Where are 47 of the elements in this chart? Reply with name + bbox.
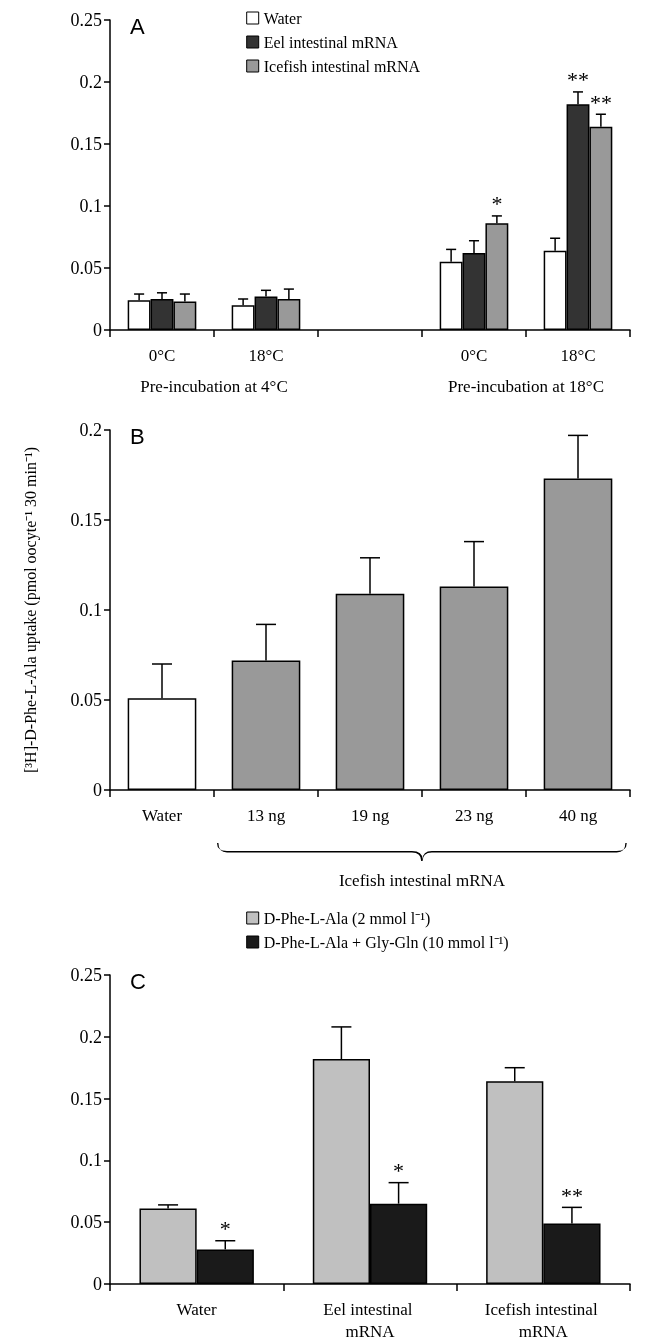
y-tick-label: 0.15: [70, 1088, 102, 1109]
y-tick-label: 0.05: [70, 690, 102, 710]
x-tick-label: Water: [176, 1299, 218, 1319]
y-tick-label: 0.2: [79, 72, 102, 92]
x-tick-label: 13 ng: [246, 805, 286, 825]
y-tick-label: 0.2: [79, 1026, 102, 1047]
y-tick-label: 0.15: [70, 510, 102, 530]
x-tick-label: 0°C: [460, 345, 488, 365]
chart-title: B: [130, 423, 145, 449]
x-tick-label: 19 ng: [350, 805, 390, 825]
y-tick-label: 0.15: [70, 134, 102, 154]
y-tick-label: 0.1: [79, 1150, 102, 1171]
x-tick-label: 23 ng: [454, 805, 494, 825]
y-tick-label: 0: [93, 320, 102, 340]
text: Pre-incubation at 18°C: [448, 377, 604, 396]
x-tick-label: 18°C: [248, 345, 284, 365]
x-tick-label: 40 ng: [558, 805, 598, 825]
y-tick-label: 0.05: [70, 1212, 102, 1233]
y-tick-label: 0.1: [79, 600, 102, 620]
chart-title: C: [130, 968, 146, 994]
data-label: *: [491, 191, 503, 217]
data-label: **: [567, 67, 589, 93]
legend-label: Icefish intestinal mRNA: [263, 57, 421, 75]
data-label: *: [393, 1158, 405, 1184]
chart-title: A: [130, 13, 145, 39]
text: Pre-incubation at 4°C: [140, 377, 288, 396]
legend-label: Eel intestinal mRNA: [263, 33, 399, 51]
y-tick-label: 0: [93, 780, 102, 800]
legend-label: D-Phe-L-Ala (2 mmol l⁻¹): [263, 909, 431, 928]
data-label: **: [589, 89, 612, 115]
y-tick-label: 0.1: [79, 196, 102, 216]
y-tick-label: 0: [93, 1274, 102, 1294]
y-tick-label: 0.05: [70, 258, 102, 278]
y-axis-title: [³H]-D-Phe-L-Ala uptake (pmol oocyte⁻¹ 30 min⁻¹): [21, 446, 40, 774]
legend-label: Water: [263, 9, 303, 27]
x-tick-label: 18°C: [560, 345, 596, 365]
x-axis-title: Icefish intestinal mRNA: [338, 871, 506, 890]
x-tick-label: 0°C: [148, 345, 176, 365]
y-tick-label: 0.25: [70, 965, 102, 985]
x-tick-label: Eel intestinal mRNA: [323, 1299, 417, 1341]
y-tick-label: 0.2: [79, 420, 102, 440]
legend-label: D-Phe-L-Ala + Gly-Gln (10 mmol l⁻¹): [263, 933, 509, 952]
x-tick-label: Icefish intestinal mRNA: [484, 1299, 602, 1341]
y-tick-label: 0.25: [70, 10, 102, 30]
data-label: **: [560, 1182, 583, 1208]
x-tick-label: Water: [141, 805, 183, 825]
data-label: *: [219, 1216, 231, 1242]
